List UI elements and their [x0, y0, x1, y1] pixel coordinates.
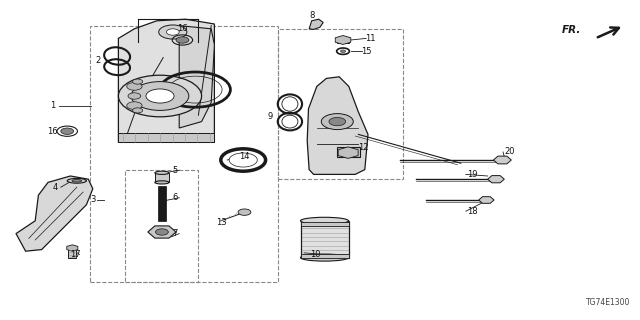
Text: TG74E1300: TG74E1300: [586, 298, 630, 307]
Polygon shape: [307, 77, 368, 174]
Text: 17: 17: [70, 250, 81, 259]
Circle shape: [118, 75, 202, 117]
Bar: [158, 186, 166, 221]
Circle shape: [176, 37, 189, 43]
Text: 16: 16: [177, 24, 188, 33]
Ellipse shape: [301, 254, 349, 261]
Text: 18: 18: [467, 207, 477, 216]
Circle shape: [61, 128, 74, 134]
Circle shape: [238, 209, 251, 215]
Text: 14: 14: [239, 152, 250, 161]
Text: 2: 2: [95, 56, 100, 65]
Circle shape: [131, 82, 189, 110]
Text: 11: 11: [365, 34, 375, 43]
Text: 15: 15: [361, 47, 371, 56]
Ellipse shape: [155, 171, 169, 174]
Circle shape: [340, 50, 346, 52]
Text: 5: 5: [173, 166, 178, 175]
Text: 3: 3: [90, 196, 95, 204]
Bar: [125, 170, 198, 282]
Circle shape: [132, 79, 143, 84]
Text: 8: 8: [310, 12, 315, 20]
Bar: [301, 254, 349, 258]
Polygon shape: [309, 19, 323, 29]
Circle shape: [321, 114, 353, 130]
Text: FR.: FR.: [562, 25, 581, 36]
Bar: [278, 29, 403, 179]
Bar: [68, 250, 76, 258]
Text: 4: 4: [52, 183, 58, 192]
Bar: [118, 133, 214, 142]
Bar: [155, 173, 169, 182]
Text: 13: 13: [216, 218, 227, 227]
Ellipse shape: [155, 181, 169, 184]
Text: 20: 20: [504, 148, 515, 156]
Ellipse shape: [67, 179, 86, 183]
Circle shape: [166, 29, 179, 35]
Ellipse shape: [301, 217, 349, 224]
Circle shape: [127, 102, 142, 109]
Bar: [301, 222, 349, 226]
Circle shape: [329, 117, 346, 126]
Polygon shape: [179, 26, 214, 128]
Text: 12: 12: [358, 143, 369, 152]
Text: 9: 9: [268, 112, 273, 121]
Bar: [337, 147, 360, 157]
Circle shape: [229, 153, 257, 167]
Polygon shape: [118, 19, 214, 142]
Text: 10: 10: [310, 250, 320, 259]
Text: 7: 7: [173, 229, 178, 238]
Ellipse shape: [72, 180, 82, 182]
Circle shape: [146, 89, 174, 103]
Text: 6: 6: [173, 193, 178, 202]
Text: 19: 19: [467, 170, 477, 179]
Bar: [301, 221, 349, 258]
Circle shape: [156, 229, 168, 235]
Text: 16: 16: [47, 127, 58, 136]
Circle shape: [127, 83, 142, 90]
Bar: [337, 37, 349, 43]
Polygon shape: [16, 176, 93, 251]
Bar: [90, 26, 278, 282]
Text: 1: 1: [50, 101, 55, 110]
Circle shape: [128, 93, 141, 99]
Circle shape: [159, 25, 187, 39]
Circle shape: [132, 108, 143, 113]
